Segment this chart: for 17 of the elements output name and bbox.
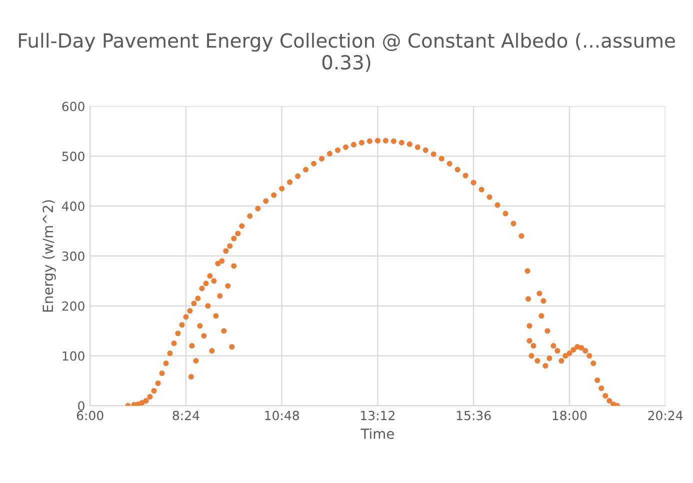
y-tick-label: 100 (62, 351, 84, 361)
y-tick-label: 400 (62, 202, 84, 212)
x-tick-label: 8:24 (172, 410, 200, 420)
x-tick-label: 20:24 (648, 410, 683, 420)
y-tick-label: 600 (62, 102, 84, 112)
y-tick-label: 500 (62, 152, 84, 162)
x-tick-label: 10:48 (265, 410, 299, 420)
y-tick-label: 200 (62, 301, 84, 311)
y-tick-label: 300 (62, 251, 84, 261)
x-tick-label: 6:00 (76, 410, 104, 420)
chart-title: Full-Day Pavement Energy Collection @ Constant Albedo (...assume 0.33) (18, 32, 675, 72)
x-tick-label: 18:00 (552, 410, 587, 420)
y-axis-title: Energy (w/m^2) (42, 200, 56, 312)
x-tick-label: 15:36 (456, 410, 491, 420)
x-axis-title: Time (360, 428, 394, 439)
x-tick-label: 13:12 (361, 410, 394, 420)
y-tick-label: 0 (78, 401, 84, 411)
